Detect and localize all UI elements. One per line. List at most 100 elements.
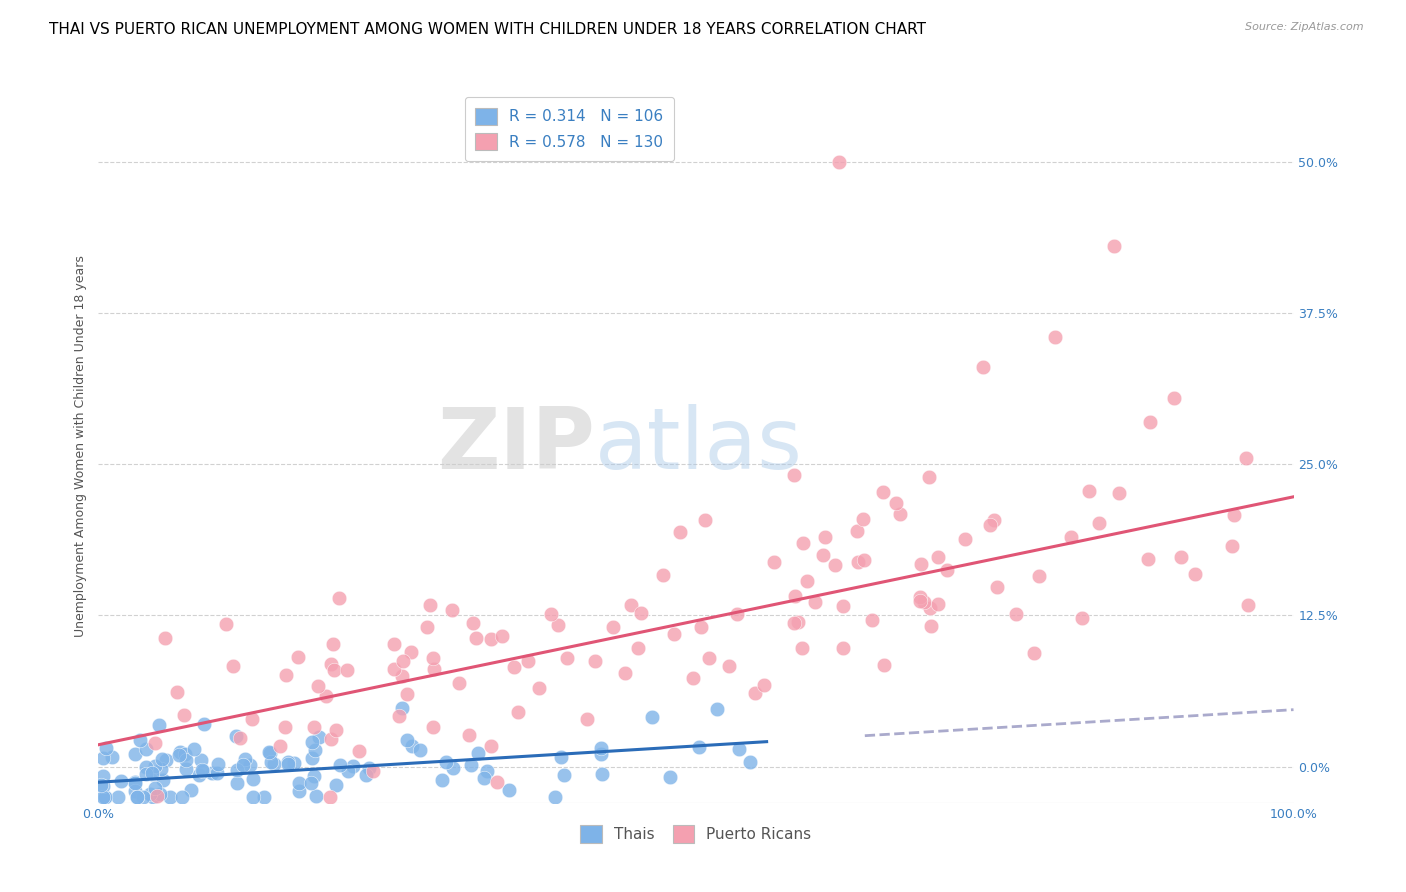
Point [125, 789, 148, 804]
Point [124, 747, 146, 761]
Point [717, 659, 740, 673]
Text: ZIP: ZIP [437, 404, 595, 488]
Point [336, 664, 359, 678]
Point [762, 555, 785, 569]
Point [792, 640, 814, 655]
Point [135, 760, 157, 774]
Point [498, 782, 520, 797]
Point [361, 764, 384, 779]
Point [457, 728, 479, 742]
Point [889, 507, 911, 521]
Point [183, 741, 205, 756]
Point [1170, 549, 1192, 564]
Point [728, 741, 751, 756]
Point [239, 758, 262, 772]
Point [804, 595, 827, 609]
Point [910, 557, 932, 571]
Point [783, 615, 806, 630]
Point [135, 767, 157, 781]
Point [1071, 610, 1094, 624]
Point [329, 758, 352, 772]
Point [396, 733, 419, 747]
Point [91, 751, 114, 765]
Point [273, 720, 295, 734]
Point [813, 549, 835, 563]
Point [125, 789, 148, 804]
Point [434, 755, 457, 769]
Point [422, 720, 444, 734]
Point [91, 769, 114, 783]
Point [1028, 569, 1050, 583]
Point [240, 712, 263, 726]
Point [491, 629, 513, 643]
Point [485, 774, 508, 789]
Point [305, 789, 328, 804]
Point [1136, 552, 1159, 566]
Point [540, 607, 562, 622]
Point [91, 789, 114, 804]
Point [242, 772, 264, 787]
Point [752, 678, 775, 692]
Point [322, 637, 344, 651]
Point [1163, 391, 1185, 405]
Point [149, 762, 172, 776]
Point [979, 518, 1001, 533]
Point [697, 650, 720, 665]
Point [124, 775, 146, 789]
Point [382, 637, 405, 651]
Point [225, 729, 247, 743]
Point [166, 685, 188, 699]
Point [852, 553, 875, 567]
Point [602, 620, 624, 634]
Point [1104, 239, 1126, 253]
Point [479, 632, 502, 647]
Point [94, 789, 117, 804]
Point [589, 740, 612, 755]
Point [325, 723, 347, 737]
Point [555, 651, 578, 665]
Point [396, 687, 419, 701]
Point [169, 745, 191, 759]
Point [328, 591, 350, 606]
Point [725, 607, 748, 622]
Point [319, 657, 342, 671]
Point [409, 743, 432, 757]
Point [388, 708, 411, 723]
Point [441, 761, 464, 775]
Point [1184, 567, 1206, 582]
Point [159, 789, 181, 804]
Point [575, 712, 598, 726]
Point [682, 671, 704, 685]
Point [143, 736, 166, 750]
Point [191, 763, 214, 777]
Point [94, 740, 117, 755]
Point [315, 690, 337, 704]
Point [927, 597, 949, 611]
Point [359, 762, 381, 776]
Point [128, 733, 150, 747]
Point [651, 568, 673, 582]
Point [141, 767, 163, 781]
Point [824, 558, 846, 573]
Point [301, 735, 323, 749]
Point [1108, 485, 1130, 500]
Point [269, 739, 291, 753]
Point [669, 524, 692, 539]
Point [860, 613, 883, 627]
Point [547, 618, 569, 632]
Point [138, 787, 160, 801]
Point [150, 752, 173, 766]
Point [1139, 415, 1161, 429]
Point [190, 753, 212, 767]
Point [432, 773, 454, 788]
Point [662, 627, 685, 641]
Point [141, 766, 163, 780]
Point [91, 779, 114, 793]
Point [972, 360, 994, 375]
Point [323, 663, 346, 677]
Point [583, 654, 606, 668]
Point [319, 732, 342, 747]
Point [591, 767, 613, 781]
Point [1005, 607, 1028, 621]
Point [503, 659, 526, 673]
